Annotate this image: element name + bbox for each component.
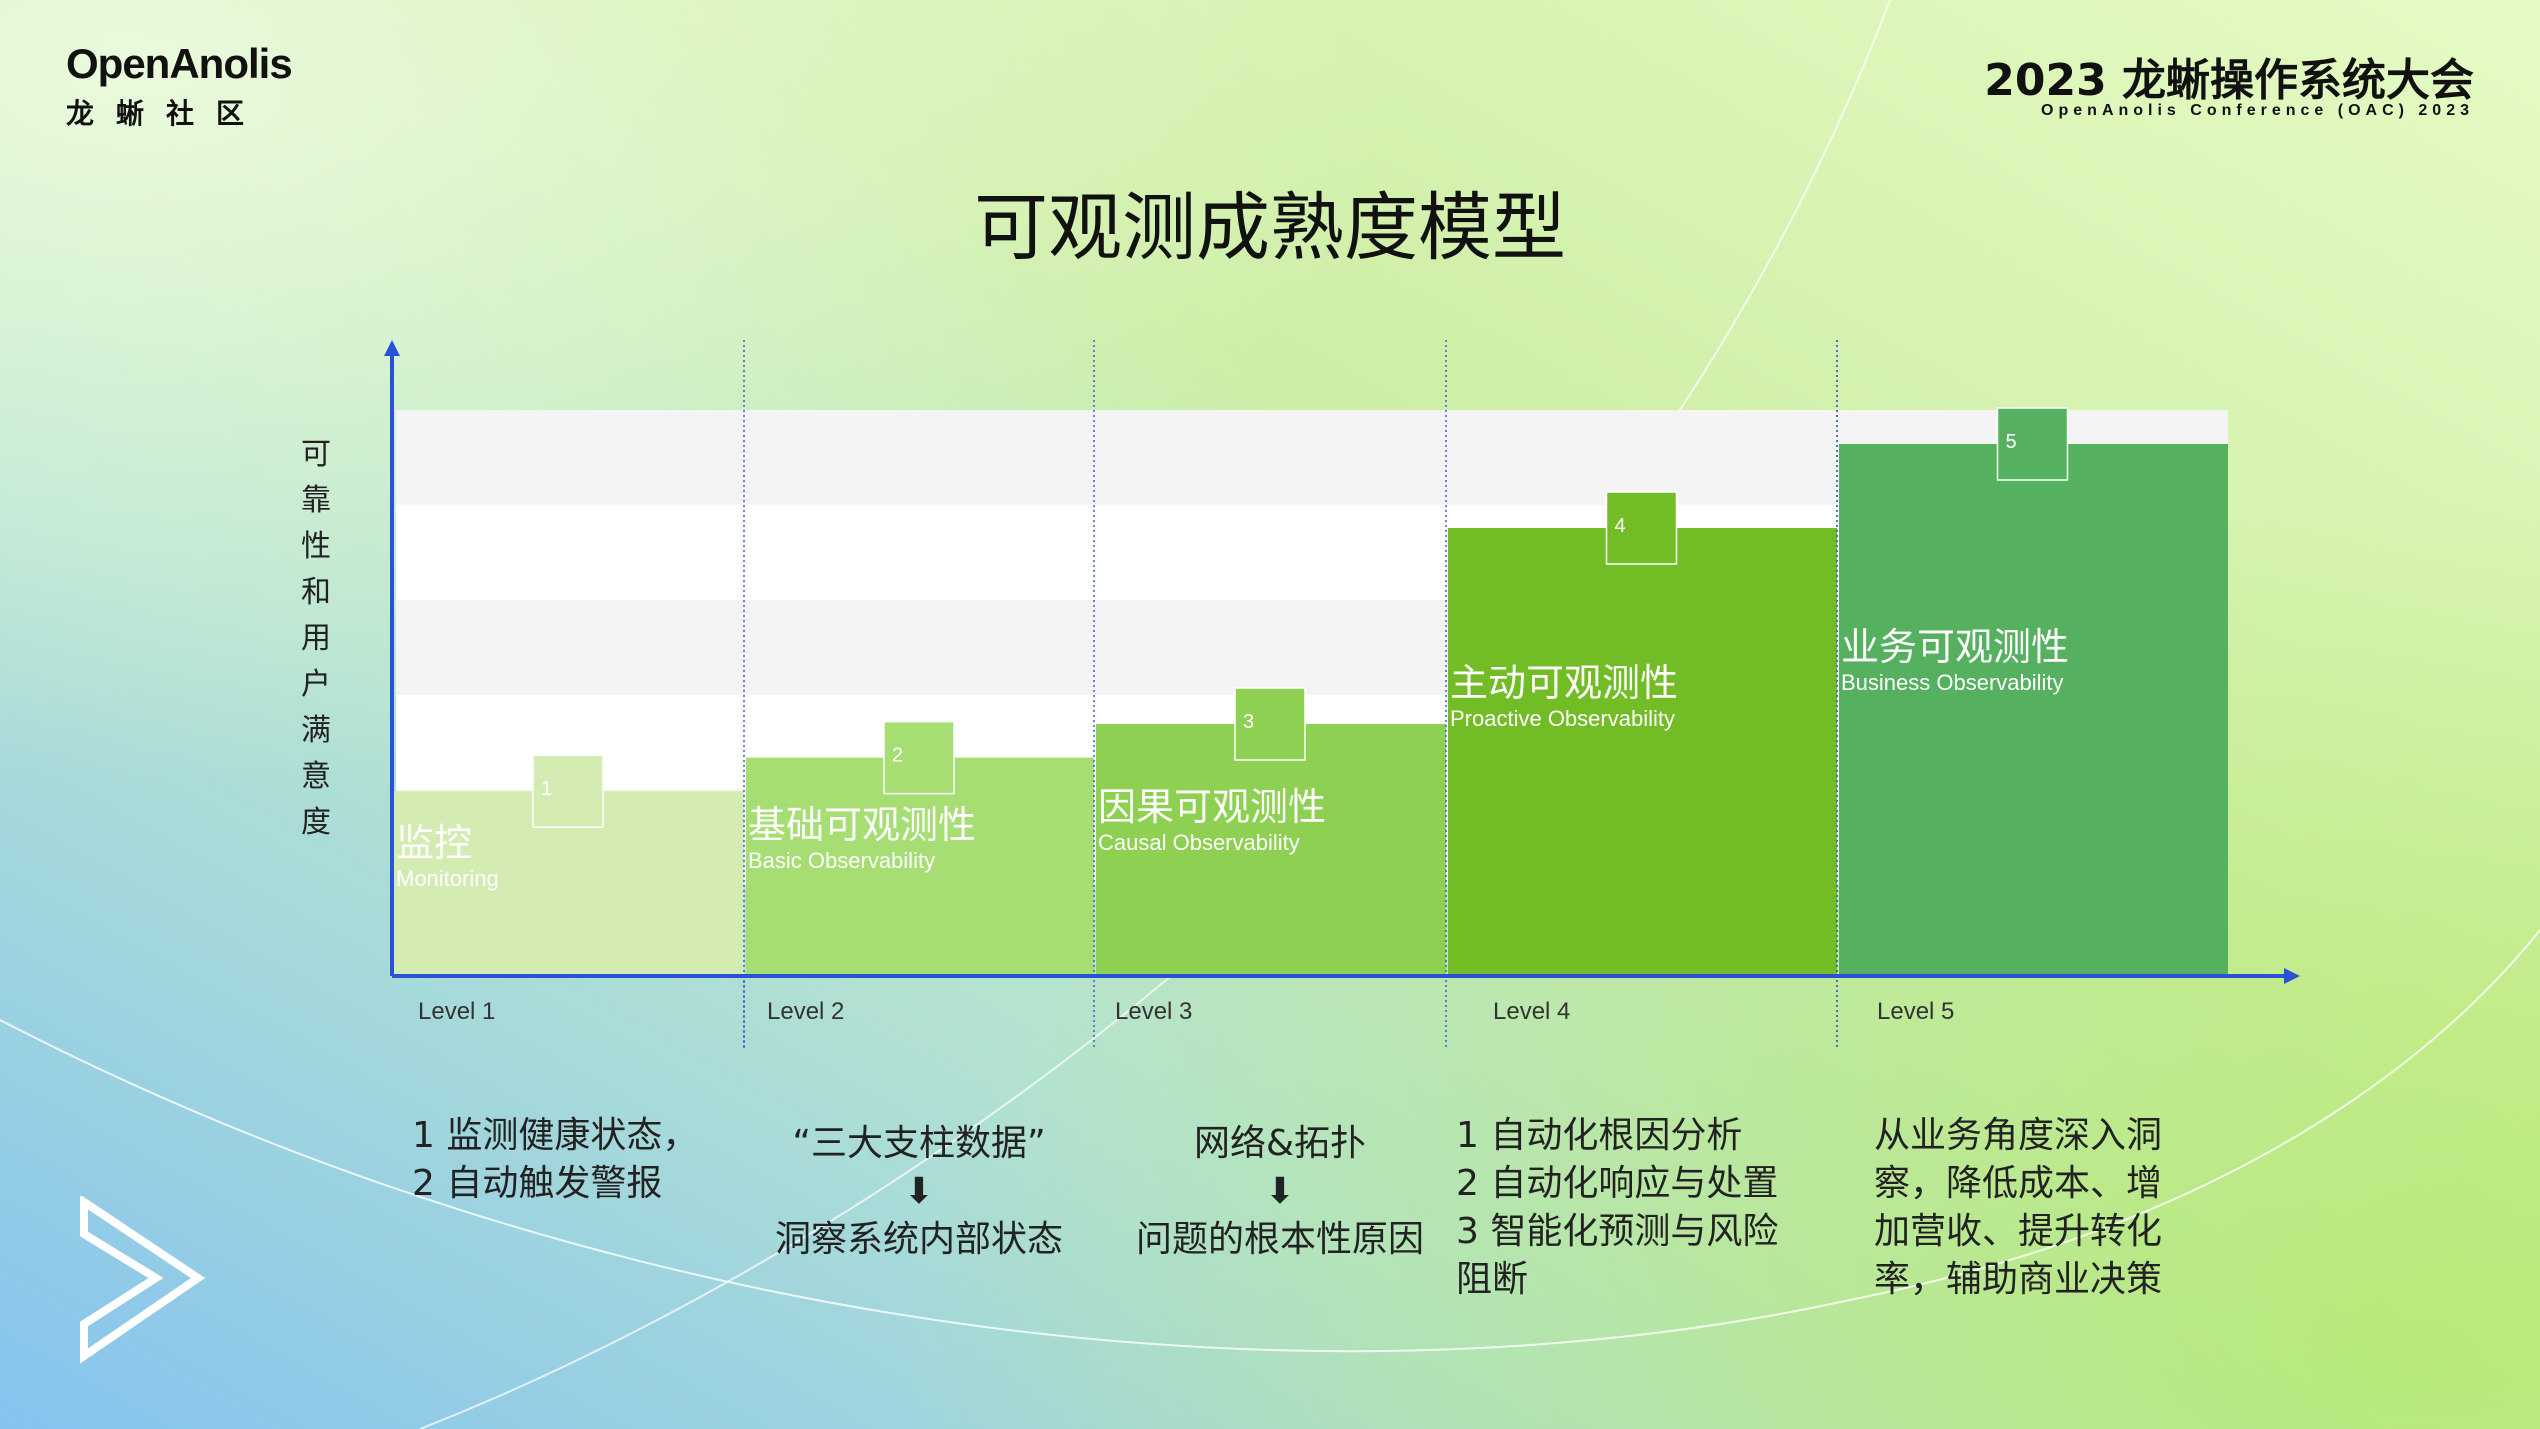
level-name-en: Causal Observability	[1098, 830, 1300, 855]
play-chevron-icon	[80, 1196, 206, 1364]
y-axis-title: 可靠性和用户满意度	[301, 437, 331, 840]
level-name: 监控	[396, 821, 473, 865]
level-name: 因果可观测性	[1098, 785, 1327, 829]
level-name: 基础可观测性	[748, 803, 977, 847]
level-bar	[1839, 444, 2228, 976]
conference-subtitle: OpenAnolis Conference (OAC) 2023	[2041, 102, 2474, 119]
level-badge	[1605, 491, 1678, 565]
level-bar	[1096, 724, 1446, 976]
logo-subtitle: 龙蜥社区	[66, 97, 267, 130]
level-axis-label: Level 3	[1115, 998, 1193, 1025]
conference-title: 2023 龙蜥操作系统大会	[1984, 55, 2474, 106]
level-description: “三大支柱数据” ⬇ 洞察系统内部状态	[774, 1123, 1063, 1260]
level-axis-label: Level 5	[1877, 998, 1955, 1025]
x-axis-arrow	[2284, 968, 2300, 984]
level-badge	[883, 720, 955, 795]
level-name-en: Monitoring	[396, 866, 499, 891]
level-bar	[1448, 528, 1837, 976]
level-name: 主动可观测性	[1450, 661, 1679, 705]
level-axis-label: Level 1	[418, 998, 496, 1025]
level-axis-label: Level 2	[767, 998, 845, 1025]
level-name-en: Basic Observability	[748, 848, 936, 873]
level-name: 业务可观测性	[1841, 625, 2070, 669]
level-badge-number: 5	[2006, 431, 2017, 453]
slide-title: 可观测成熟度模型	[974, 185, 1566, 271]
level-description: 网络&拓扑 ⬇ 问题的根本性原因	[1135, 1123, 1424, 1260]
level-name-en: Proactive Observability	[1450, 706, 1675, 731]
level-axis-label: Level 4	[1493, 998, 1571, 1025]
level-badge	[1234, 687, 1306, 761]
level-badge	[1996, 407, 2069, 481]
level-badge-number: 4	[1615, 515, 1626, 537]
level-description: 1 自动化根因分析 2 自动化响应与处置 3 智能化预测与风险 阻断	[1456, 1115, 1779, 1300]
level-badge-number: 1	[541, 778, 552, 800]
level-badge-number: 3	[1243, 711, 1254, 733]
level-description: 1 监测健康状态， 2 自动触发警报	[412, 1115, 699, 1204]
level-description: 从业务角度深入洞 察，降低成本、增 加营收、提升转化 率，辅助商业决策	[1874, 1115, 2163, 1300]
openanolis-logo: OpenAnolis	[66, 40, 293, 88]
level-badge	[532, 754, 604, 828]
level-name-en: Business Observability	[1841, 670, 2064, 695]
level-badge-number: 2	[892, 745, 903, 767]
y-axis-arrow	[384, 340, 400, 356]
logo-text: OpenAnolis	[66, 40, 293, 87]
